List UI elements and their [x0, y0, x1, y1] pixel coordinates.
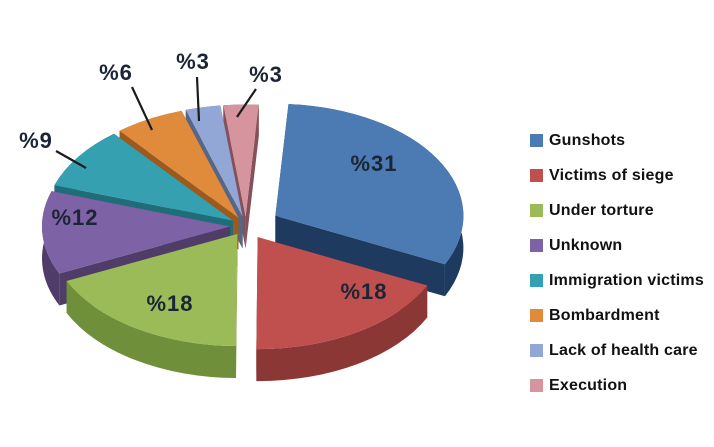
- slice-side-wall: [245, 104, 259, 249]
- slice-top-face: [256, 237, 428, 350]
- legend-label: Bombardment: [549, 306, 660, 324]
- slice-label-unknown: %12: [51, 205, 98, 230]
- legend-label: Under torture: [549, 201, 654, 219]
- slice-side-wall: [275, 215, 445, 297]
- legend-label: Gunshots: [549, 131, 626, 149]
- slice-label-bombardment: %6: [99, 60, 133, 85]
- label-leader-line: [55, 150, 87, 169]
- pie-slice-under-torture: [66, 234, 238, 379]
- pie-slice-gunshots: [275, 104, 464, 297]
- legend-item-lack-of-health-care: Lack of health care: [530, 340, 704, 361]
- pie-slice-victims-of-siege: [256, 237, 428, 382]
- slice-top-face: [42, 191, 231, 274]
- legend-item-immigration-victims: Immigration victims: [530, 270, 704, 291]
- slice-side-wall: [236, 234, 238, 379]
- legend-swatch-icon: [530, 239, 543, 252]
- legend-label: Lack of health care: [549, 341, 698, 359]
- legend-swatch-icon: [530, 344, 543, 357]
- legend-swatch-icon: [530, 309, 543, 322]
- slice-label-under-torture: %18: [146, 291, 193, 316]
- legend-swatch-icon: [530, 274, 543, 287]
- slice-top-face: [275, 104, 464, 265]
- legend-item-gunshots: Gunshots: [530, 130, 704, 151]
- slice-top-face: [119, 110, 239, 218]
- legend-label: Execution: [549, 376, 628, 394]
- slice-top-face: [223, 104, 259, 217]
- slice-label-victims-of-siege: %18: [340, 279, 387, 304]
- label-leader-line: [131, 86, 153, 131]
- label-leader-line: [195, 76, 201, 122]
- legend: Gunshots Victims of siege Under torture Unk…: [530, 130, 704, 410]
- legend-item-victims-of-siege: Victims of siege: [530, 165, 704, 186]
- slice-top-face: [66, 234, 238, 347]
- legend-item-execution: Execution: [530, 375, 704, 396]
- legend-swatch-icon: [530, 169, 543, 182]
- slice-rim-wall: [256, 285, 428, 382]
- slice-top-face: [185, 105, 243, 217]
- slice-label-lack-of-health-care: %3: [176, 49, 210, 74]
- slice-label-execution: %3: [249, 62, 283, 87]
- legend-swatch-icon: [530, 204, 543, 217]
- legend-swatch-icon: [530, 134, 543, 147]
- legend-item-bombardment: Bombardment: [530, 305, 704, 326]
- legend-item-unknown: Unknown: [530, 235, 704, 256]
- slice-top-face: [54, 133, 233, 221]
- legend-item-under-torture: Under torture: [530, 200, 704, 221]
- legend-swatch-icon: [530, 379, 543, 392]
- legend-label: Victims of siege: [549, 166, 674, 184]
- label-leader-line: [236, 88, 257, 118]
- slice-label-gunshots: %31: [350, 151, 397, 176]
- slice-label-immigration-victims: %9: [19, 128, 53, 153]
- legend-label: Unknown: [549, 236, 623, 254]
- legend-label: Immigration victims: [549, 271, 704, 289]
- slice-rim-wall: [66, 280, 237, 379]
